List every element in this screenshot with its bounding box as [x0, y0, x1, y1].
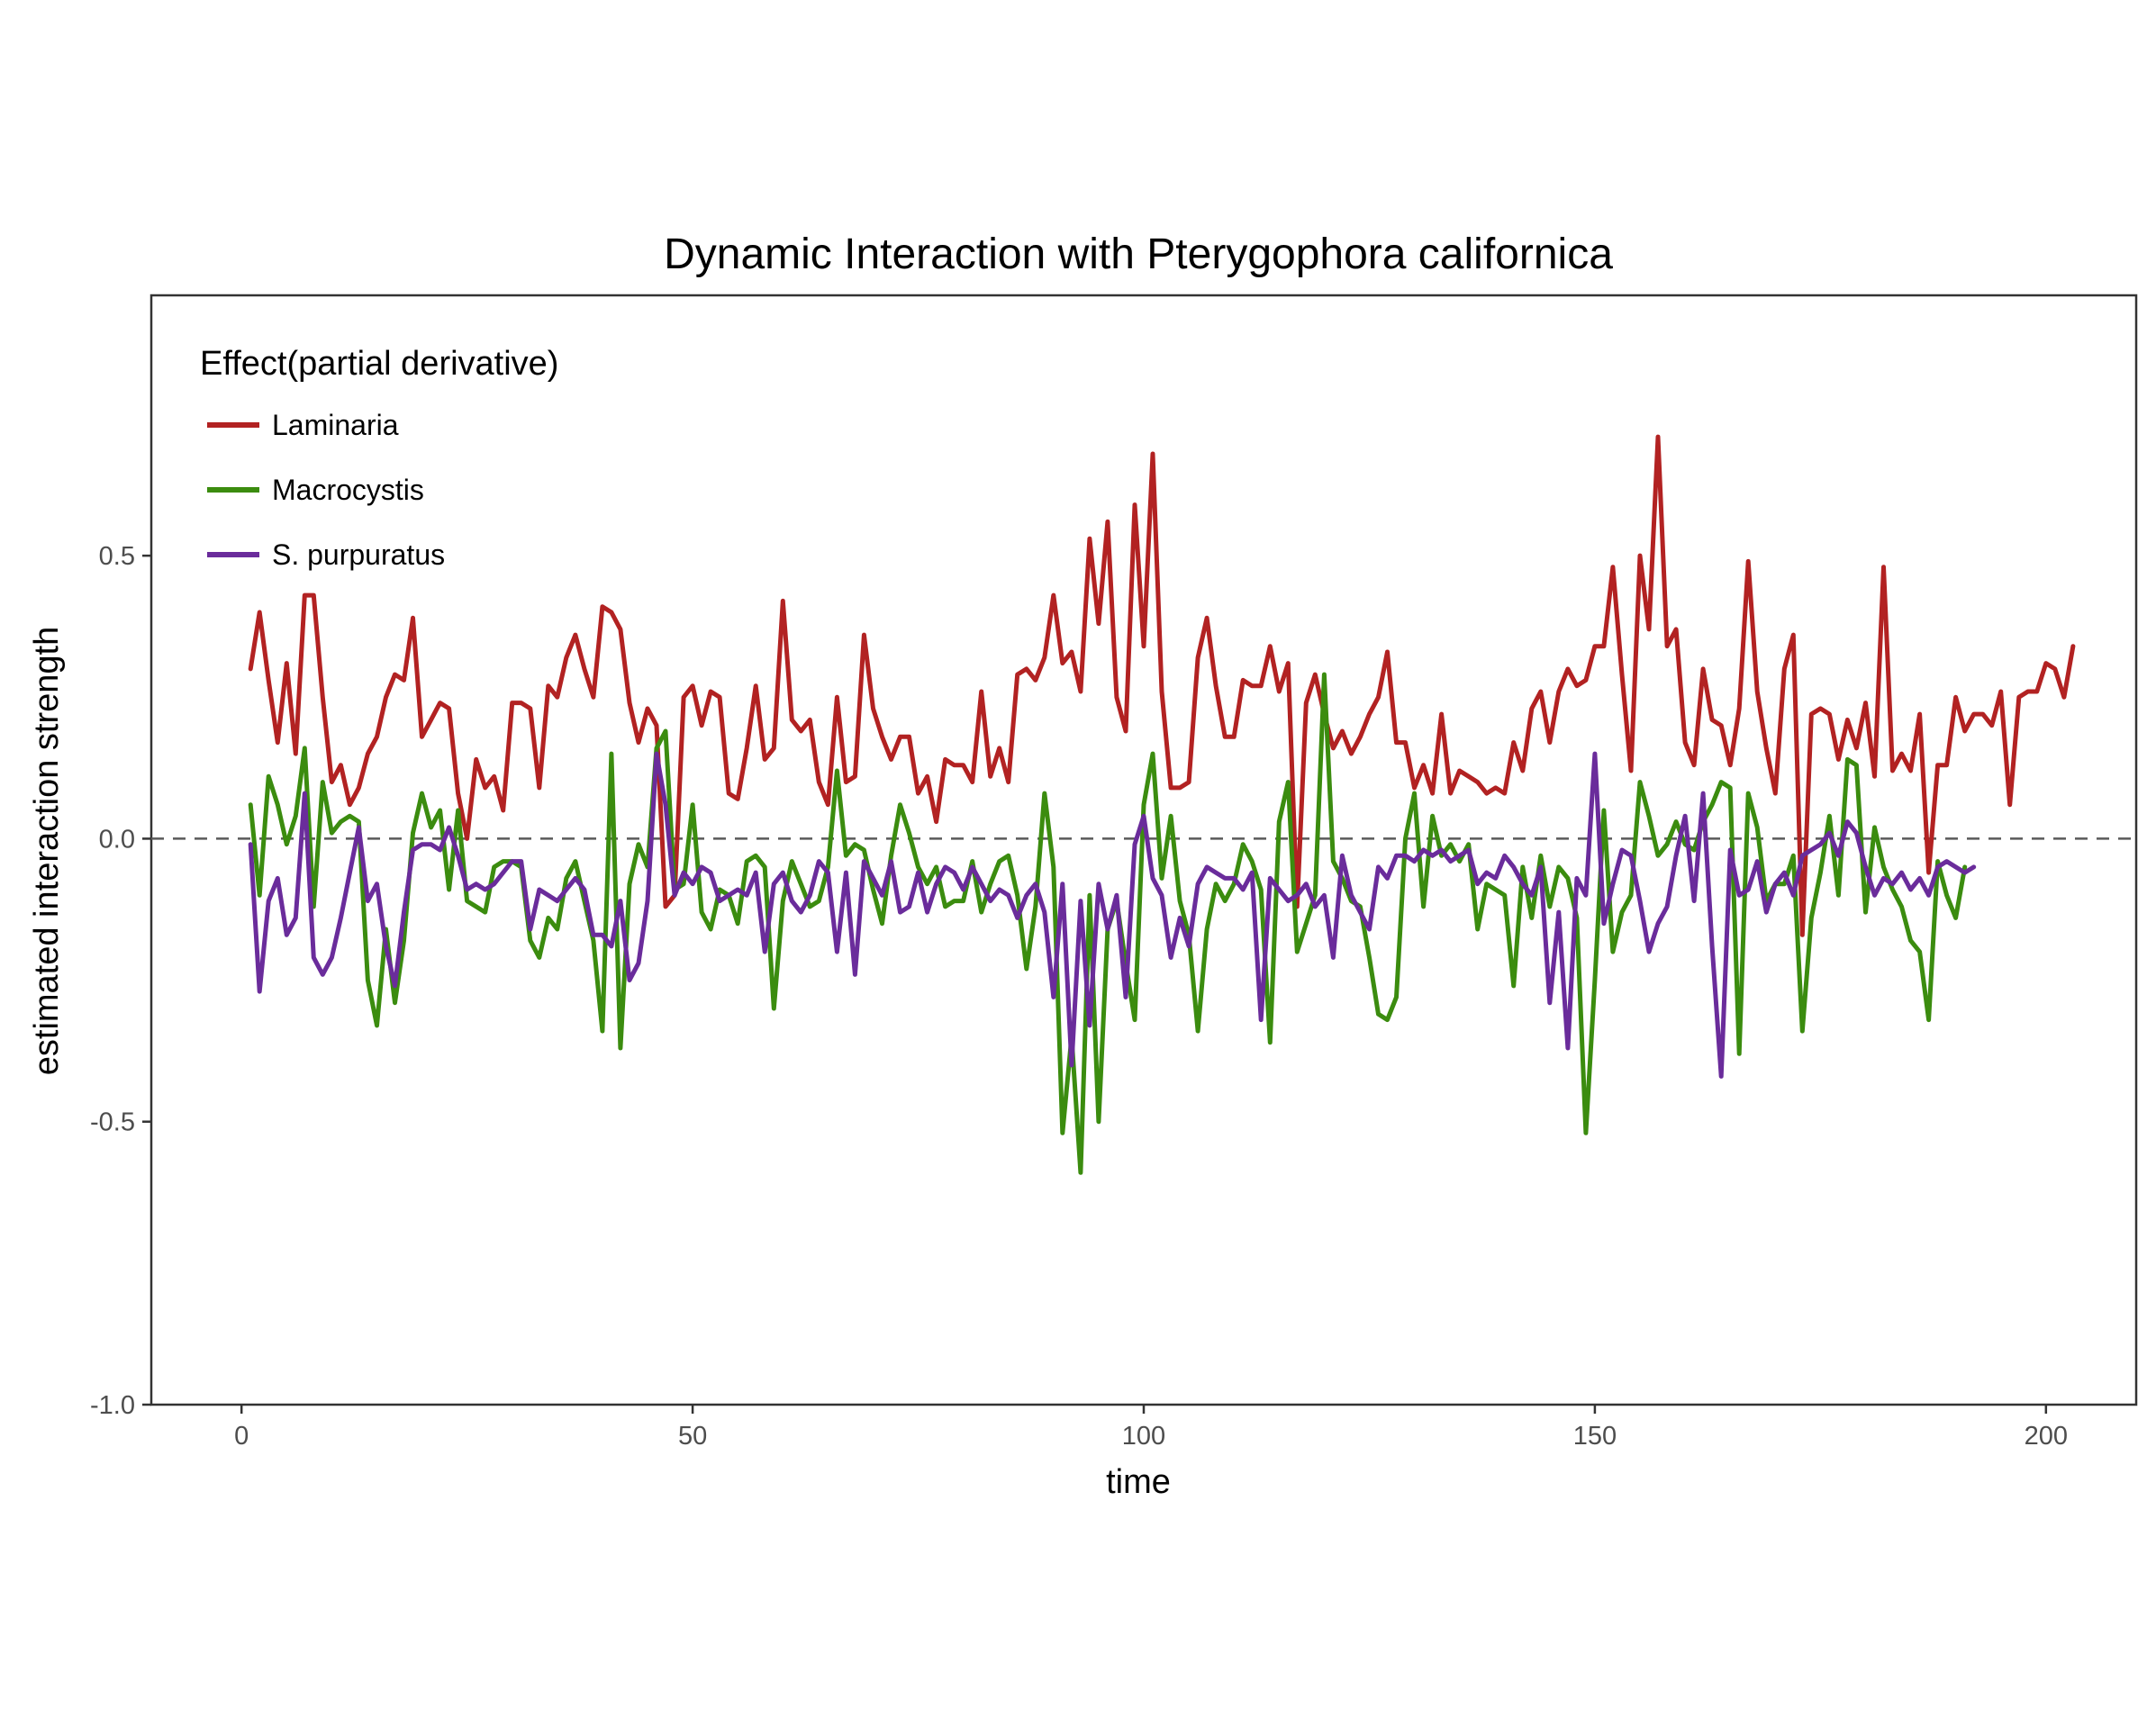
legend-label-laminaria: Laminaria [272, 409, 399, 441]
x-tick-label: 50 [678, 1422, 707, 1451]
series-line-s-purpuratus [248, 751, 1977, 1079]
y-tick-label: 0.0 [99, 825, 135, 854]
x-axis: 0 50 100 150 200 [234, 1405, 2068, 1451]
y-axis-title: estimated interaction strength [28, 627, 66, 1076]
series-layer [248, 434, 2076, 1175]
legend-items: Laminaria Macrocystis S. purpuratus [207, 409, 445, 571]
x-axis-title: time [1106, 1463, 1171, 1501]
chart-title: Dynamic Interaction with Pterygophora ca… [664, 231, 1613, 278]
x-tick-label: 0 [234, 1422, 249, 1451]
legend: Effect(partial derivative) Laminaria Macr… [200, 345, 558, 571]
x-tick-label: 100 [1122, 1422, 1165, 1451]
legend-label-macrocystis: Macrocystis [272, 474, 424, 506]
legend-title: Effect(partial derivative) [200, 345, 558, 383]
y-tick-label: 0.5 [99, 542, 135, 571]
legend-label-s-purpuratus: S. purpuratus [272, 538, 445, 571]
x-tick-label: 200 [2025, 1422, 2068, 1451]
y-tick-label: -1.0 [90, 1391, 135, 1420]
x-tick-label: 150 [1573, 1422, 1617, 1451]
series-line-laminaria [248, 434, 2076, 937]
y-axis: -1.0 -0.5 0.0 0.5 [90, 542, 151, 1420]
y-tick-label: -0.5 [90, 1108, 135, 1137]
